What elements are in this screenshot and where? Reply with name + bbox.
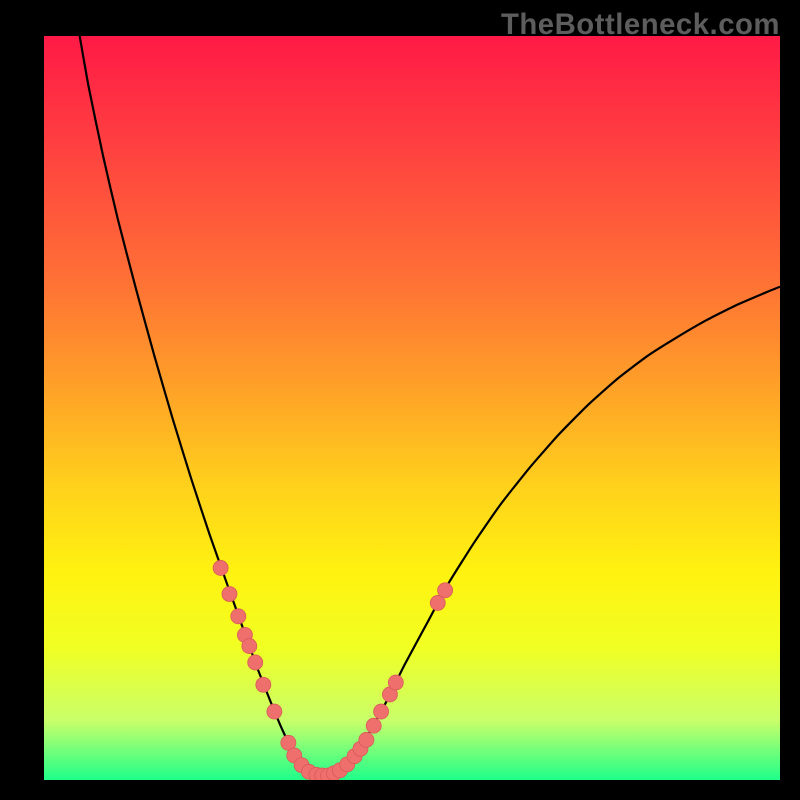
marker-point <box>213 560 228 575</box>
marker-point <box>242 639 257 654</box>
marker-point <box>267 704 282 719</box>
marker-point <box>374 704 389 719</box>
marker-point <box>231 609 246 624</box>
marker-point <box>388 675 403 690</box>
marker-point <box>222 587 237 602</box>
marker-point <box>438 583 453 598</box>
curve-svg <box>44 36 780 780</box>
marker-group <box>213 560 452 780</box>
chart-frame: TheBottleneck.com <box>0 0 800 800</box>
bottleneck-curve <box>77 36 780 776</box>
marker-point <box>366 718 381 733</box>
watermark-text: TheBottleneck.com <box>501 8 780 42</box>
marker-point <box>359 732 374 747</box>
marker-point <box>256 677 271 692</box>
marker-point <box>248 655 263 670</box>
plot-area <box>44 36 780 780</box>
